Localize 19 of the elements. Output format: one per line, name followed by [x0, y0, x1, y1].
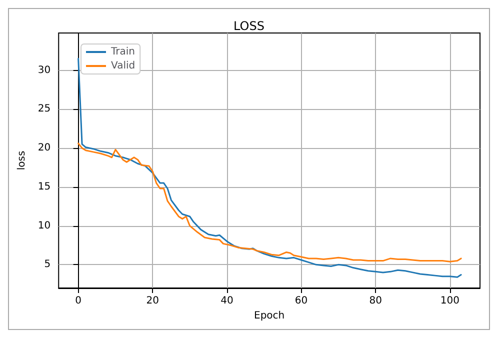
line-series — [78, 142, 462, 262]
x-axis-title: Epoch — [254, 310, 285, 322]
y-tick-label: 25 — [38, 104, 51, 115]
legend-label: Valid — [111, 60, 136, 72]
x-tick-label: 60 — [294, 296, 308, 306]
x-tick-label: 80 — [369, 296, 382, 306]
line-series — [78, 58, 462, 278]
y-tick-label: 10 — [38, 220, 51, 232]
y-tick-label: 5 — [44, 259, 51, 270]
y-tick-label: 30 — [38, 64, 51, 76]
chart-title: LOSS — [234, 19, 264, 33]
y-tick-label: 15 — [38, 181, 51, 192]
legend-label: Train — [110, 46, 135, 58]
y-axis-title: loss — [16, 150, 28, 170]
x-tick-label: 40 — [220, 296, 234, 306]
x-tick-label: 0 — [75, 296, 82, 306]
x-tick-label: 20 — [146, 296, 159, 306]
x-tick-label: 100 — [440, 296, 460, 306]
y-tick-label: 20 — [38, 142, 51, 154]
